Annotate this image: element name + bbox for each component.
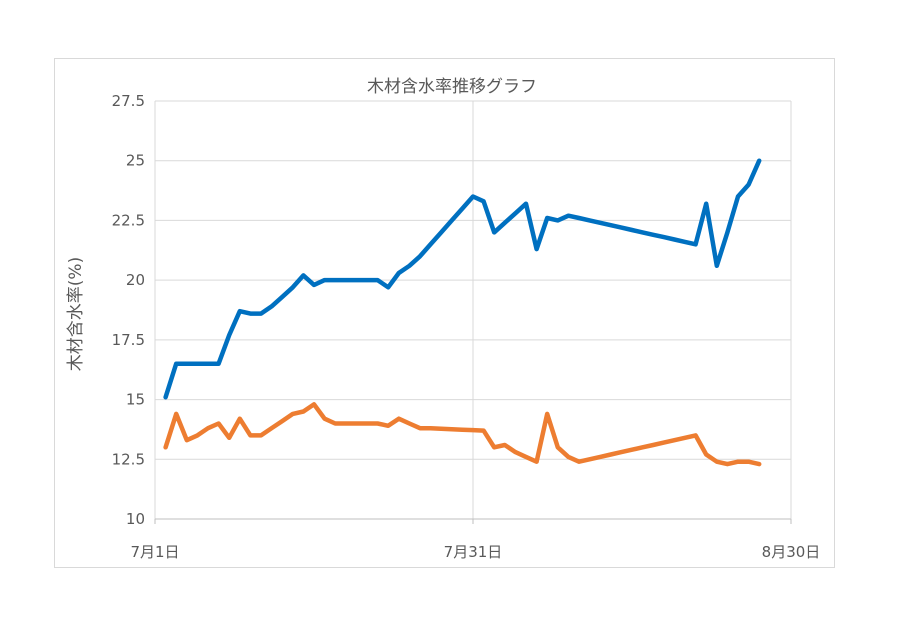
chart-area: 10 12.5 15 17.5 20 22.5 25 27.5 7月1日 7月31日 8月30日 木… <box>54 58 835 568</box>
y-tick-label: 10 <box>126 510 145 528</box>
series-layer <box>163 158 762 467</box>
y-tick-label: 17.5 <box>112 331 145 349</box>
y-tick-label: 27.5 <box>112 92 145 110</box>
x-tick-label: 7月1日 <box>130 543 179 561</box>
y-tick-label: 20 <box>126 271 145 289</box>
x-tick-label: 7月31日 <box>444 543 503 561</box>
series-line-1 <box>163 158 762 400</box>
y-tick-label: 12.5 <box>112 450 145 468</box>
chart-title: 木材含水率推移グラフ <box>367 77 537 97</box>
series-line-2 <box>163 402 762 467</box>
y-tick-label: 22.5 <box>112 211 145 229</box>
grid-layer <box>154 100 792 519</box>
y-axis-title: 木材含水率(%) <box>66 257 86 371</box>
chart-svg: 10 12.5 15 17.5 20 22.5 25 27.5 7月1日 7月31日 8月30日 木… <box>66 77 821 561</box>
label-layer: 10 12.5 15 17.5 20 22.5 25 27.5 7月1日 7月31日 8月30日 <box>112 92 821 561</box>
y-tick-label: 15 <box>126 391 145 409</box>
axis-layer <box>154 518 792 524</box>
x-tick-label: 8月30日 <box>762 543 821 561</box>
y-tick-label: 25 <box>126 152 145 170</box>
